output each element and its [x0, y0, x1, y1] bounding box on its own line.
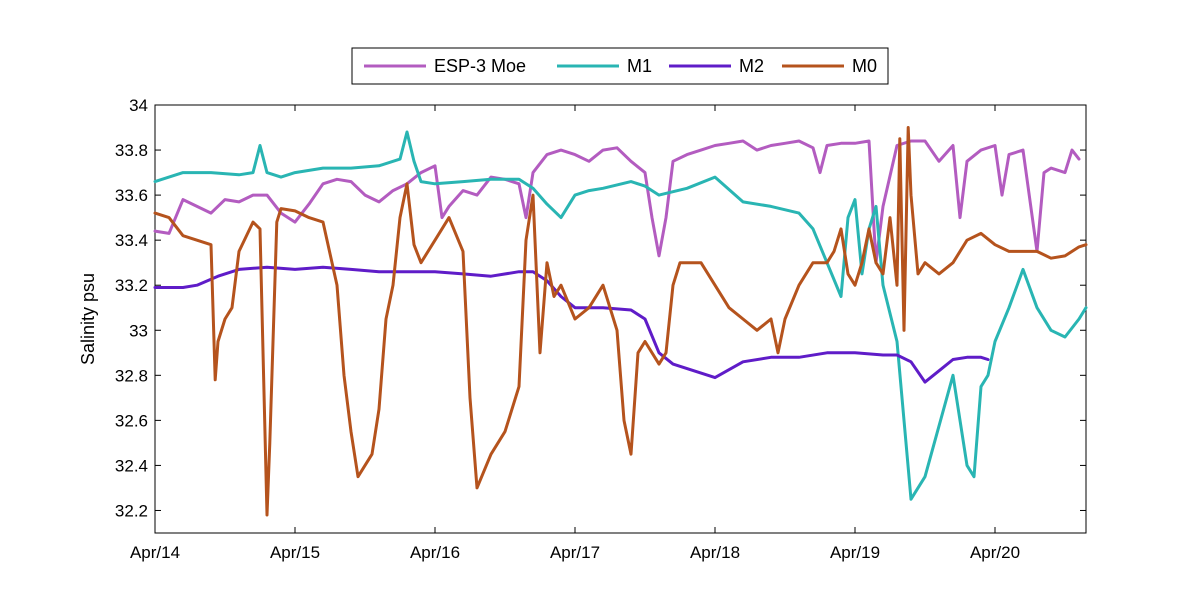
- legend-label-m2: M2: [739, 56, 764, 76]
- y-tick-label: 33.4: [115, 231, 148, 250]
- x-tick-label: Apr/15: [270, 543, 320, 562]
- x-tick-label: Apr/14: [130, 543, 180, 562]
- series-line-m2: [153, 265, 990, 384]
- x-axis: Apr/14 Apr/15 Apr/16 Apr/17 Apr/18 Apr/19 Apr/…: [130, 105, 1020, 562]
- y-tick-label: 32.6: [115, 411, 148, 430]
- y-tick-label: 33.6: [115, 186, 148, 205]
- y-tick-label: 32.8: [115, 366, 148, 385]
- y-axis: 32.2 32.4 32.6 32.8 33 33.2 33.4 33.6 33.8 34: [115, 96, 1086, 520]
- y-tick-label: 32.4: [115, 456, 148, 475]
- x-tick-label: Apr/19: [830, 543, 880, 562]
- legend: ESP-3 Moe M1 M2 M0: [351, 47, 889, 85]
- legend-label-m0: M0: [852, 56, 877, 76]
- y-tick-label: 33: [129, 321, 148, 340]
- series-layer: [153, 126, 1088, 517]
- x-tick-label: Apr/17: [550, 543, 600, 562]
- series-line-m0: [153, 126, 1088, 517]
- legend-label-m1: M1: [627, 56, 652, 76]
- series-line-esp-3-moe: [153, 139, 1081, 265]
- y-tick-label: 33.8: [115, 141, 148, 160]
- series-line-m1: [153, 130, 1088, 501]
- y-tick-label: 34: [129, 96, 148, 115]
- plot-area: [154, 104, 1087, 534]
- x-tick-label: Apr/18: [690, 543, 740, 562]
- y-tick-label: 32.2: [115, 501, 148, 520]
- x-tick-label: Apr/20: [970, 543, 1020, 562]
- y-axis-title: Salinity psu: [78, 273, 98, 365]
- legend-label-esp-3-moe: ESP-3 Moe: [434, 56, 526, 76]
- x-tick-label: Apr/16: [410, 543, 460, 562]
- y-tick-label: 33.2: [115, 276, 148, 295]
- plot-frame: [154, 104, 1087, 534]
